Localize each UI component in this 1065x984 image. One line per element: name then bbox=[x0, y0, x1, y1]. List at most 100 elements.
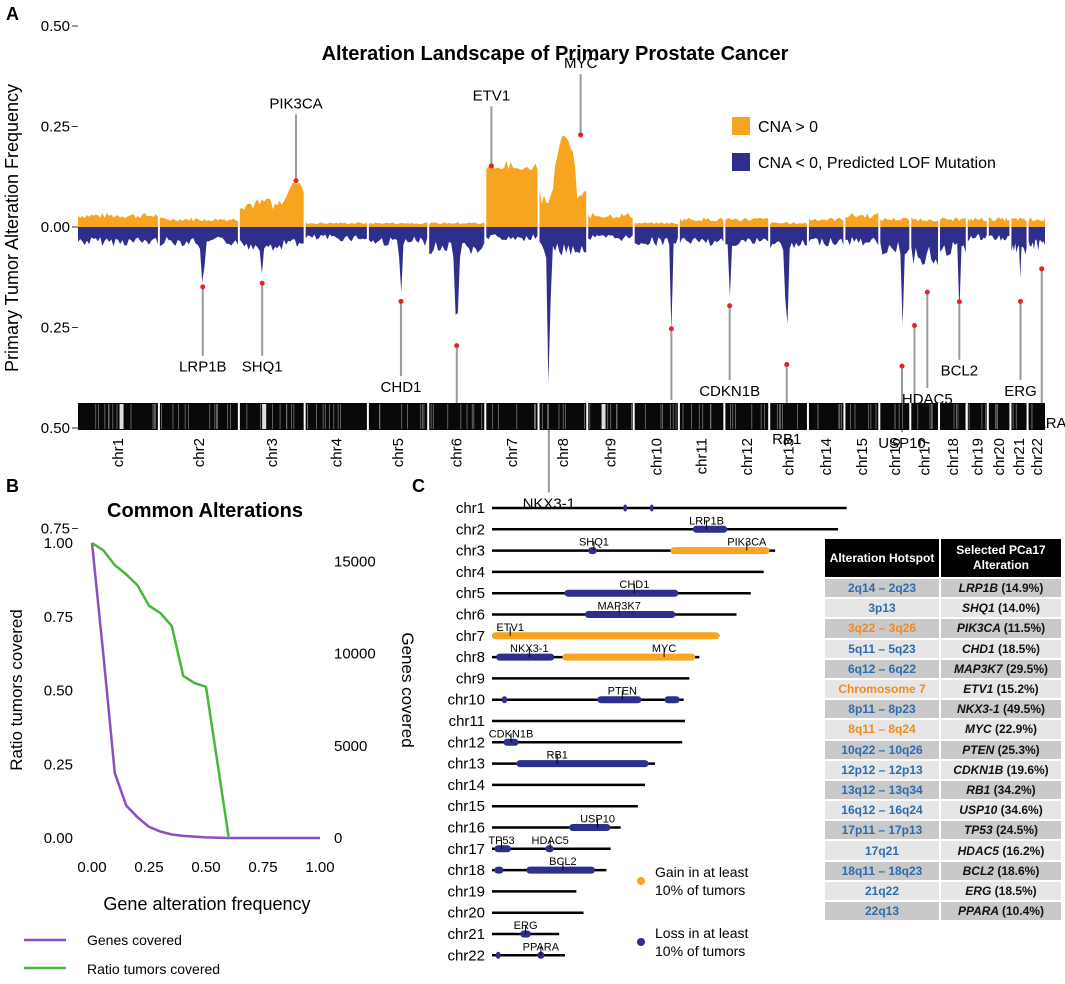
track-probe bbox=[481, 404, 483, 429]
track-probe bbox=[751, 404, 753, 429]
table-row: 21q22 ERG (18.5%) bbox=[825, 881, 1061, 900]
legend-c-loss-label-2: 10% of tumors bbox=[655, 943, 745, 959]
alteration-gene: TP53 bbox=[963, 823, 993, 838]
segment-loss-chr17 bbox=[494, 845, 511, 853]
loss-area-chr13 bbox=[770, 227, 807, 324]
alteration-gene: CHD1 bbox=[961, 641, 995, 656]
chrom-label-chr10: chr10 bbox=[648, 438, 665, 476]
panel-label-b: B bbox=[6, 476, 19, 496]
loss-area-chr17 bbox=[911, 227, 939, 266]
panel-b-y2tick: 10000 bbox=[334, 646, 376, 663]
track-probe bbox=[420, 404, 422, 429]
track-separator bbox=[878, 403, 881, 430]
segment-gain-chr7 bbox=[492, 632, 720, 640]
hotspot-cell: Chromosome 7 bbox=[825, 679, 939, 699]
panel-b-common-alterations: Common Alterations Ratio tumors covered … bbox=[7, 500, 417, 977]
track-probe bbox=[548, 404, 550, 429]
table-row: 10q22 – 10q26 PTEN (25.3%) bbox=[825, 740, 1061, 759]
panel-b-y2tick: 15000 bbox=[334, 553, 376, 570]
ideogram-label-chr5: chr5 bbox=[456, 585, 485, 602]
gene-mark-ETV1: ETV1 bbox=[496, 622, 524, 634]
track-separator bbox=[965, 403, 968, 430]
track-separator bbox=[1026, 403, 1029, 430]
track-probe bbox=[763, 404, 765, 429]
alteration-cell: PPARA (10.4%) bbox=[941, 902, 1061, 921]
track-separator bbox=[1009, 403, 1012, 430]
loss-area-chr1 bbox=[78, 227, 158, 247]
alteration-gene: SHQ1 bbox=[961, 601, 995, 616]
alteration-pct: (16.2%) bbox=[1002, 843, 1045, 858]
track-probe bbox=[776, 404, 778, 429]
gain-area-chr1 bbox=[78, 212, 158, 227]
track-probe bbox=[188, 404, 189, 429]
track-probe bbox=[730, 404, 731, 429]
track-probe bbox=[423, 404, 425, 429]
track-probe bbox=[931, 404, 933, 429]
panel-b-xlabel: Gene alteration frequency bbox=[103, 894, 310, 914]
ideogram-label-chr12: chr12 bbox=[447, 734, 485, 751]
track-probe bbox=[558, 404, 560, 429]
track-probe bbox=[546, 404, 548, 429]
gain-area-chr13 bbox=[770, 222, 807, 227]
alteration-pct: (11.5%) bbox=[1003, 621, 1046, 636]
chrom-label-chr7: chr7 bbox=[504, 438, 521, 467]
legend-loss-swatch bbox=[732, 153, 750, 171]
gene-mark-PIK3CA: PIK3CA bbox=[727, 537, 767, 549]
track-probe bbox=[473, 404, 475, 429]
track-probe bbox=[460, 404, 462, 429]
track-separator bbox=[366, 403, 369, 430]
gene-mark-ERG: ERG bbox=[514, 920, 538, 932]
panel-b-ytick: 0.50 bbox=[44, 683, 73, 700]
track-probe bbox=[817, 404, 819, 429]
segment-gain-chr3 bbox=[670, 547, 770, 555]
hotspot-cell: 16q12 – 16q24 bbox=[825, 801, 939, 820]
centromere-gap bbox=[601, 404, 606, 429]
chrom-label-chr6: chr6 bbox=[449, 438, 466, 467]
track-probe bbox=[324, 404, 326, 429]
track-probe bbox=[631, 404, 632, 429]
chrom-label-chr20: chr20 bbox=[991, 438, 1008, 476]
ideogram-label-chr17: chr17 bbox=[447, 841, 485, 858]
chrom-label-chr14: chr14 bbox=[818, 438, 835, 476]
alteration-gene: BCL2 bbox=[962, 863, 994, 878]
ideogram-label-chr22: chr22 bbox=[447, 947, 485, 964]
track-probe bbox=[797, 404, 798, 429]
chrom-label-chr5: chr5 bbox=[390, 438, 407, 467]
chrom-label-chr1: chr1 bbox=[110, 438, 127, 467]
segment-loss-chr1 bbox=[649, 504, 654, 512]
gain-area-chr7 bbox=[486, 160, 538, 227]
alteration-gene: LRP1B bbox=[958, 581, 998, 596]
table-row: 6q12 – 6q22 MAP3K7 (29.5%) bbox=[825, 659, 1061, 678]
alteration-gene: MAP3K7 bbox=[953, 661, 1003, 676]
segment-loss-chr10 bbox=[597, 696, 642, 704]
panel-a-ytick: 0.25 bbox=[41, 119, 70, 136]
panel-b-xtick: 0.75 bbox=[248, 859, 277, 876]
alteration-cell: NKX3-1 (49.5%) bbox=[941, 700, 1061, 719]
gain-area-chr19 bbox=[967, 217, 987, 227]
legend-ratio-label: Ratio tumors covered bbox=[87, 961, 220, 977]
chrom-label-chr2: chr2 bbox=[191, 438, 208, 467]
legend-gain-label: CNA > 0 bbox=[758, 119, 818, 136]
gene-dot-HDAC5 bbox=[924, 289, 930, 295]
loss-area-chr18 bbox=[940, 227, 966, 312]
track-probe bbox=[607, 404, 609, 429]
panel-a-title: Alteration Landscape of Primary Prostate… bbox=[322, 43, 789, 65]
alteration-pct: (22.9%) bbox=[994, 722, 1038, 737]
ideogram-label-chr18: chr18 bbox=[447, 862, 485, 879]
panel-label-c: C bbox=[412, 476, 425, 496]
alteration-cell: RB1 (34.2%) bbox=[941, 780, 1061, 800]
panel-a-ytick: 0.75 bbox=[41, 521, 70, 538]
loss-area-chr4 bbox=[305, 227, 367, 242]
track-probe bbox=[589, 404, 591, 429]
alteration-cell: MYC (22.9%) bbox=[941, 720, 1061, 739]
hotspot-cell: 12p12 – 12p13 bbox=[825, 760, 939, 779]
track-probe bbox=[227, 404, 229, 429]
gain-area-chr14 bbox=[808, 217, 844, 227]
loss-area-chr15 bbox=[845, 227, 879, 246]
panel-b-xtick: 0.25 bbox=[134, 859, 163, 876]
alteration-gene: HDAC5 bbox=[957, 843, 999, 858]
loss-area-chr16 bbox=[880, 227, 910, 326]
track-probe bbox=[870, 404, 872, 429]
track-probe bbox=[214, 404, 216, 429]
gain-area-chr6 bbox=[429, 222, 485, 227]
